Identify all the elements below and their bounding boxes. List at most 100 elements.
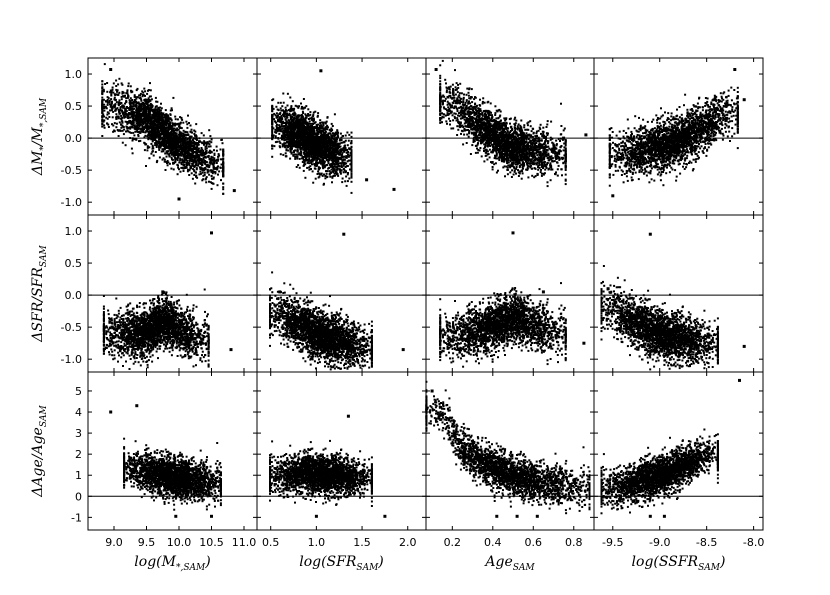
data-point — [150, 98, 153, 101]
data-point — [175, 132, 178, 135]
data-point — [336, 147, 339, 150]
data-point — [175, 149, 178, 152]
data-point — [202, 157, 205, 159]
data-point — [187, 152, 190, 155]
data-point — [322, 183, 325, 186]
data-point — [336, 142, 339, 145]
data-point — [156, 119, 159, 122]
data-point — [126, 129, 129, 132]
data-point — [117, 117, 120, 120]
data-point — [217, 155, 220, 158]
data-point — [330, 163, 333, 165]
data-point — [176, 157, 179, 160]
data-point — [137, 118, 140, 121]
data-point — [171, 144, 174, 147]
data-point — [170, 107, 173, 110]
data-point — [207, 142, 210, 145]
data-point — [324, 153, 327, 156]
data-point — [332, 132, 334, 135]
data-point — [294, 124, 297, 127]
data-point — [135, 102, 138, 105]
data-point — [271, 127, 274, 130]
data-point — [174, 160, 177, 163]
data-point — [340, 148, 343, 151]
data-point — [172, 154, 175, 157]
data-point — [201, 164, 203, 167]
data-point — [190, 166, 193, 169]
data-point — [128, 116, 131, 119]
data-point — [121, 124, 124, 127]
data-point — [194, 146, 197, 149]
data-point — [107, 126, 110, 128]
data-point — [154, 127, 157, 130]
data-point — [164, 152, 167, 155]
data-point — [331, 152, 334, 155]
data-point — [213, 157, 216, 160]
data-point — [133, 107, 136, 110]
data-point — [205, 145, 208, 147]
data-point — [212, 164, 215, 167]
data-point — [217, 173, 219, 176]
data-point — [331, 176, 334, 179]
data-point — [334, 174, 336, 177]
data-point — [147, 130, 150, 133]
data-point — [350, 180, 353, 183]
data-point — [183, 161, 186, 163]
data-point — [150, 130, 153, 133]
data-point — [191, 164, 194, 167]
data-point — [287, 131, 289, 134]
data-point — [291, 145, 294, 148]
data-point — [277, 120, 279, 123]
data-point — [133, 94, 136, 97]
data-point — [205, 176, 208, 179]
data-point — [147, 116, 150, 119]
data-point — [295, 166, 298, 168]
data-point — [161, 130, 164, 133]
data-point — [282, 122, 285, 125]
data-point — [199, 151, 202, 154]
data-point — [151, 132, 153, 135]
data-point — [151, 150, 154, 153]
data-point — [294, 157, 297, 160]
data-point — [143, 87, 146, 90]
data-point — [283, 127, 286, 130]
data-point — [296, 148, 299, 151]
data-point — [188, 164, 191, 167]
data-point — [147, 111, 150, 114]
data-point — [209, 151, 212, 154]
data-point — [285, 124, 288, 127]
data-point — [151, 105, 154, 108]
data-point — [336, 129, 339, 132]
data-point — [271, 134, 274, 137]
data-point — [321, 148, 324, 150]
data-point — [326, 170, 329, 173]
data-point — [332, 165, 335, 168]
data-point — [110, 94, 113, 97]
data-point — [173, 143, 175, 146]
data-point — [111, 100, 113, 103]
data-point — [105, 100, 107, 103]
data-point — [125, 101, 128, 104]
data-point — [201, 152, 204, 155]
data-point — [196, 176, 199, 179]
data-point — [297, 142, 300, 145]
data-point — [301, 140, 304, 143]
data-point — [205, 152, 208, 154]
data-point — [132, 108, 134, 111]
data-point — [167, 123, 170, 126]
data-point — [195, 136, 198, 139]
data-point — [159, 145, 162, 148]
data-point — [170, 156, 173, 159]
data-point — [167, 119, 170, 122]
data-point — [170, 139, 173, 142]
data-point — [185, 151, 188, 154]
data-point — [289, 131, 292, 134]
data-point — [185, 147, 188, 150]
data-point — [182, 170, 185, 172]
data-point — [192, 154, 195, 157]
data-point — [298, 126, 301, 129]
data-point — [145, 143, 148, 146]
data-point — [136, 87, 139, 90]
data-point — [141, 90, 144, 93]
data-point — [101, 98, 104, 101]
